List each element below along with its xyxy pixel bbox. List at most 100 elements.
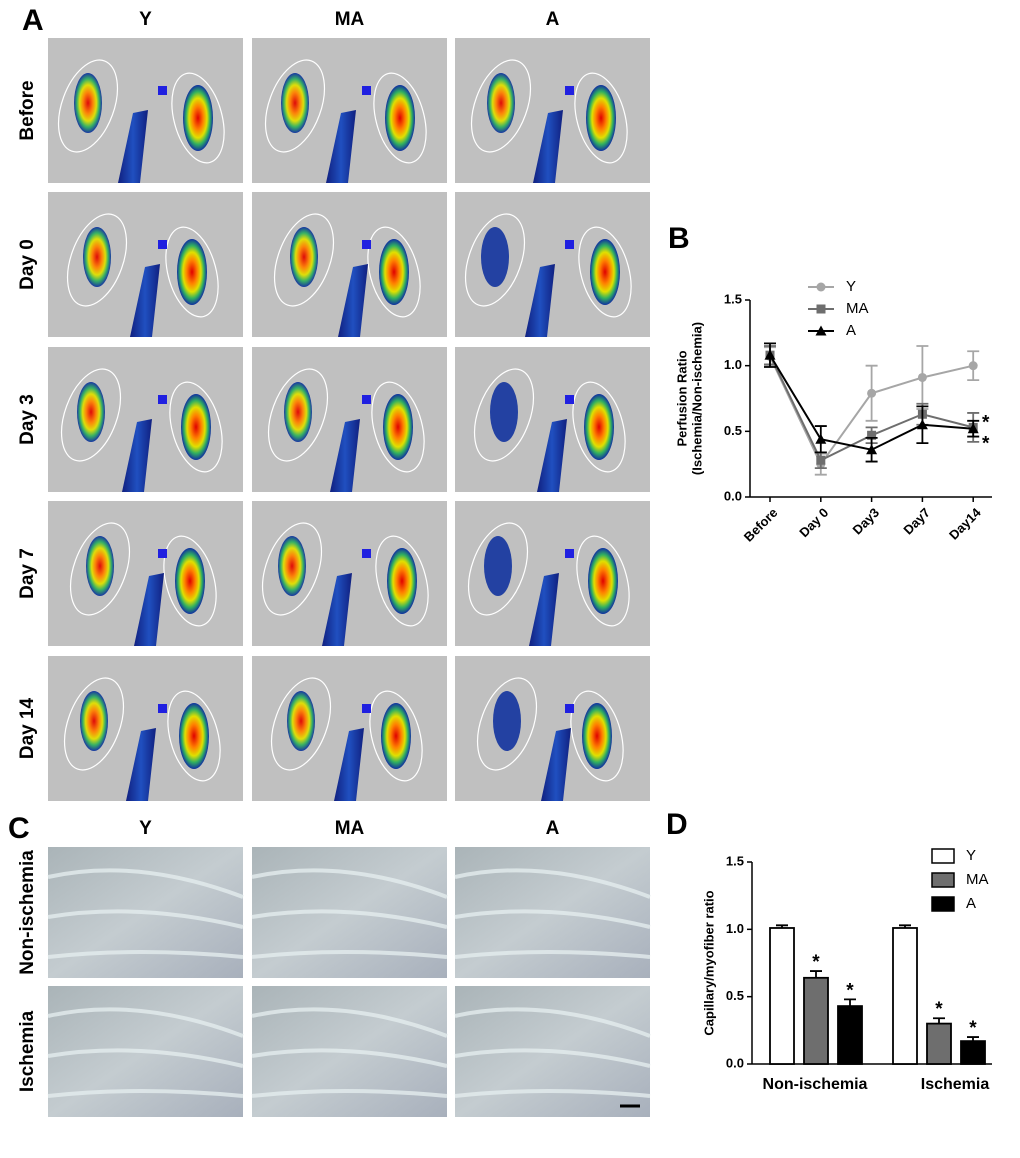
point bbox=[917, 372, 927, 382]
bar bbox=[803, 976, 829, 1065]
roi-outline bbox=[163, 535, 217, 627]
row-label: Day 7 bbox=[17, 548, 38, 599]
y-tick-label: 1.0 bbox=[724, 357, 742, 372]
roi-outline bbox=[167, 690, 221, 782]
roi-outline bbox=[60, 368, 122, 462]
perfusion-blob bbox=[387, 548, 417, 614]
perfusion-blob bbox=[83, 227, 111, 287]
roi-outline bbox=[369, 690, 423, 782]
roi-outline bbox=[570, 690, 624, 782]
point bbox=[815, 433, 827, 444]
legend-swatch bbox=[931, 848, 955, 864]
vessel bbox=[126, 728, 156, 801]
perfusion-blob bbox=[175, 548, 205, 614]
perfusion-image bbox=[48, 38, 243, 183]
x-tick-label: Day7 bbox=[900, 505, 933, 538]
y-axis-label: Capillary/myofiber ratio bbox=[701, 890, 716, 1035]
histology-image bbox=[251, 986, 448, 1117]
perfusion-blob bbox=[484, 536, 512, 596]
roi-outline bbox=[476, 677, 538, 771]
point bbox=[764, 349, 776, 360]
perfusion-image bbox=[455, 501, 650, 646]
legend-marker bbox=[816, 304, 826, 314]
vessel bbox=[525, 264, 555, 337]
significance-mark: * bbox=[935, 999, 943, 1020]
legend-label: Y bbox=[966, 847, 976, 864]
column-label: MA bbox=[335, 818, 365, 839]
x-tick-label: Day3 bbox=[850, 505, 883, 538]
row-label: Non-ischemia bbox=[17, 850, 38, 975]
roi-outline bbox=[375, 535, 429, 627]
significance-mark: * bbox=[846, 980, 854, 1001]
perfusion-blob bbox=[487, 73, 515, 133]
perfusion-image bbox=[252, 347, 447, 492]
vessel bbox=[134, 573, 164, 646]
row-label: Day 3 bbox=[17, 394, 38, 445]
vessel bbox=[118, 110, 148, 183]
roi-outline bbox=[270, 677, 332, 771]
panel-letter: D bbox=[666, 808, 688, 841]
fiber-gap bbox=[454, 1089, 651, 1098]
roi-outline bbox=[367, 226, 421, 318]
fiber-gap bbox=[47, 950, 244, 959]
roi-outline bbox=[66, 213, 128, 307]
vessel bbox=[537, 419, 567, 492]
histology-image bbox=[454, 847, 651, 978]
perfusion-blob bbox=[74, 73, 102, 133]
fiber-gap bbox=[47, 909, 244, 929]
column-label: Y bbox=[139, 818, 152, 839]
roi-outline bbox=[373, 72, 427, 164]
roi-outline bbox=[69, 522, 131, 616]
histology-image bbox=[251, 847, 448, 978]
point bbox=[916, 419, 928, 430]
perfusion-blob bbox=[493, 691, 521, 751]
perfusion-image bbox=[252, 501, 447, 646]
marker-box bbox=[158, 395, 167, 404]
perfusion-blob bbox=[381, 703, 411, 769]
perfusion-blob bbox=[278, 536, 306, 596]
perfusion-image bbox=[48, 192, 243, 337]
histology-image bbox=[47, 986, 244, 1117]
y-tick-label: 1.5 bbox=[726, 853, 744, 868]
marker-box bbox=[565, 704, 574, 713]
x-tick-label: Ischemia bbox=[921, 1076, 990, 1093]
roi-outline bbox=[57, 59, 119, 153]
perfusion-blob bbox=[582, 703, 612, 769]
perfusion-image bbox=[455, 192, 650, 337]
fiber-gap bbox=[454, 1007, 651, 1038]
vessel bbox=[122, 419, 152, 492]
perfusion-image bbox=[252, 656, 447, 801]
legend-marker bbox=[816, 282, 826, 292]
roi-outline bbox=[165, 226, 219, 318]
roi-outline bbox=[574, 72, 628, 164]
perfusion-image bbox=[455, 347, 650, 492]
bar bbox=[926, 1022, 952, 1065]
perfusion-image bbox=[455, 38, 650, 183]
fiber-gap bbox=[454, 909, 651, 929]
fiber-gap bbox=[47, 868, 244, 899]
perfusion-image bbox=[48, 656, 243, 801]
fiber-gap bbox=[251, 950, 448, 959]
vessel bbox=[326, 110, 356, 183]
marker-box bbox=[158, 86, 167, 95]
roi-outline bbox=[371, 381, 425, 473]
roi-outline bbox=[63, 677, 125, 771]
y-axis-label: Perfusion Ratio bbox=[674, 350, 689, 446]
y-axis-label: (Ischemia/Non-ischemia) bbox=[689, 322, 704, 475]
perfusion-blob bbox=[177, 239, 207, 305]
point bbox=[968, 361, 978, 371]
perfusion-blob bbox=[287, 691, 315, 751]
perfusion-blob bbox=[385, 85, 415, 151]
legend-label: A bbox=[966, 895, 976, 912]
roi-outline bbox=[171, 72, 225, 164]
fiber-gap bbox=[47, 1089, 244, 1098]
perfusion-image bbox=[252, 192, 447, 337]
column-label: A bbox=[546, 818, 560, 839]
perfusion-blob bbox=[77, 382, 105, 442]
perfusion-blob bbox=[383, 394, 413, 460]
bar bbox=[837, 1005, 863, 1065]
perfusion-blob bbox=[290, 227, 318, 287]
error-bar bbox=[844, 998, 856, 1007]
vessel bbox=[322, 573, 352, 646]
